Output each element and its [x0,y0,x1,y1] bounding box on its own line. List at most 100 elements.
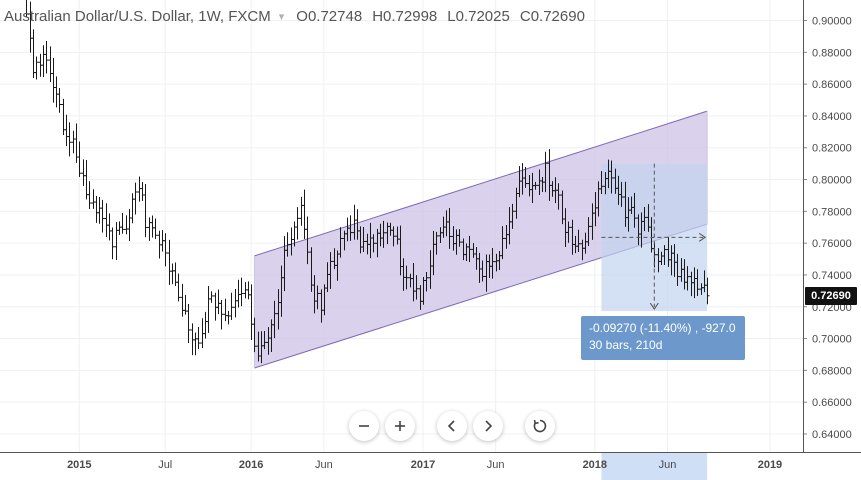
ohlc-bar [77,141,82,178]
reset-chart-button[interactable] [525,411,555,441]
ohlc-bar [147,217,152,241]
ohlc-bar [190,323,195,356]
zoom-out-button[interactable] [349,411,379,441]
ohlc-bar [424,271,429,292]
measure-label: -0.09270 (-11.40%) , -927.0 30 bars, 210… [581,316,745,360]
zoom-in-button[interactable] [385,411,415,441]
ohlc-bar [48,46,53,82]
measure-change-text: -0.09270 (-11.40%) , -927.0 [589,321,736,335]
ohlc-bar [87,181,92,209]
ohlc-bar [338,227,343,258]
zoom-out-icon [359,425,369,427]
y-tick-label: 0.80000 [812,175,852,187]
ohlc-bar [26,0,29,18]
ohlc-bar [510,203,515,229]
ohlc-bar [170,263,175,285]
ohlc-bar [252,317,257,353]
ohlc-bar [556,183,561,210]
zoom-in-icon [395,421,405,431]
ohlc-bar [186,303,191,344]
ohlc-bar [533,181,538,190]
ohlc-bar [117,221,122,235]
ohlc-bar [97,196,102,224]
ohlc-bar [153,218,158,239]
ohlc-bar [632,192,637,228]
y-tick-label: 0.88000 [812,47,852,59]
y-tick-label: 0.84000 [812,111,852,123]
ohlc-bar [490,247,495,279]
ohlc-bar [480,260,485,282]
x-axis-range-highlight [601,452,708,480]
ohlc-bar [328,252,333,289]
low-key: L [447,7,456,25]
y-tick-label: 0.68000 [812,365,852,377]
ohlc-bar [371,234,376,253]
ohlc-bar [150,215,155,238]
ohlc-bar [675,253,680,286]
ohlc-bar [619,181,624,207]
ohlc-bar [100,199,105,233]
ohlc-bar [107,213,112,241]
y-tick-label: 0.74000 [812,270,852,282]
last-price-badge: 0.72690 [805,286,857,305]
ohlc-bar [295,207,300,240]
symbol-title[interactable]: Australian Dollar/U.S. Dollar, 1W, FXCM [4,7,271,25]
scroll-right-button[interactable] [473,411,503,441]
open-key: O [296,7,308,25]
ohlc-bar [130,193,135,224]
measure-duration-text: 30 bars, 210d [589,338,663,352]
ohlc-bar [120,212,125,234]
close-key: C [519,7,531,25]
ohlc-bar [695,269,700,297]
ohlc-bar [81,159,86,186]
ohlc-bar [167,239,172,285]
y-tick-label: 0.70000 [812,334,852,346]
range-right-arrowhead [698,232,707,242]
ohlc-bar [272,300,277,339]
ohlc-bar [543,151,548,193]
y-tick-label: 0.64000 [812,429,852,441]
chevron-right-icon [485,420,493,432]
ohlc-bar [133,182,138,215]
high-value: 0.72998 [383,7,438,25]
x-tick-label: Jun [315,459,333,471]
ohlc-bar [51,58,56,103]
ohlc-bar [67,122,72,157]
ohlc-bar [523,166,528,188]
ohlc-bar [176,273,181,302]
y-tick-label: 0.90000 [812,16,852,28]
ohlc-bar [226,310,231,325]
ohlc-bar [642,206,647,232]
ohlc-bar [500,226,505,260]
ohlc-bar [566,221,571,243]
ohlc-bar [467,235,472,262]
x-tick-label: Jun [659,459,677,471]
ohlc-bar [64,114,69,147]
ohlc-bar [54,76,59,108]
ohlc-bar [124,215,129,235]
x-tick-label: Jun [487,459,505,471]
chevron-down-icon[interactable]: ▾ [278,10,285,23]
y-tick-label: 0.78000 [812,206,852,218]
ohlc-bar [662,245,667,265]
ohlc-bar [196,327,201,350]
range-down-arrowhead [649,302,659,310]
scroll-controls [437,411,503,445]
chevron-left-icon [447,420,455,432]
y-tick-label: 0.66000 [812,397,852,409]
parallel-channel-fill [254,111,708,368]
ohlc-bar [599,171,604,194]
low-value: 0.72025 [455,7,510,25]
scroll-left-button[interactable] [437,411,467,441]
ohlc-bar [315,285,320,310]
ohlc-bar [404,265,409,290]
ohlc-bar [239,277,244,307]
ohlc-bar [236,279,241,308]
ohlc-bar [246,281,251,300]
zoom-controls [349,411,415,445]
ohlc-bar [305,216,310,265]
ohlc-bar [414,275,419,300]
open-value: 0.72748 [307,7,363,25]
